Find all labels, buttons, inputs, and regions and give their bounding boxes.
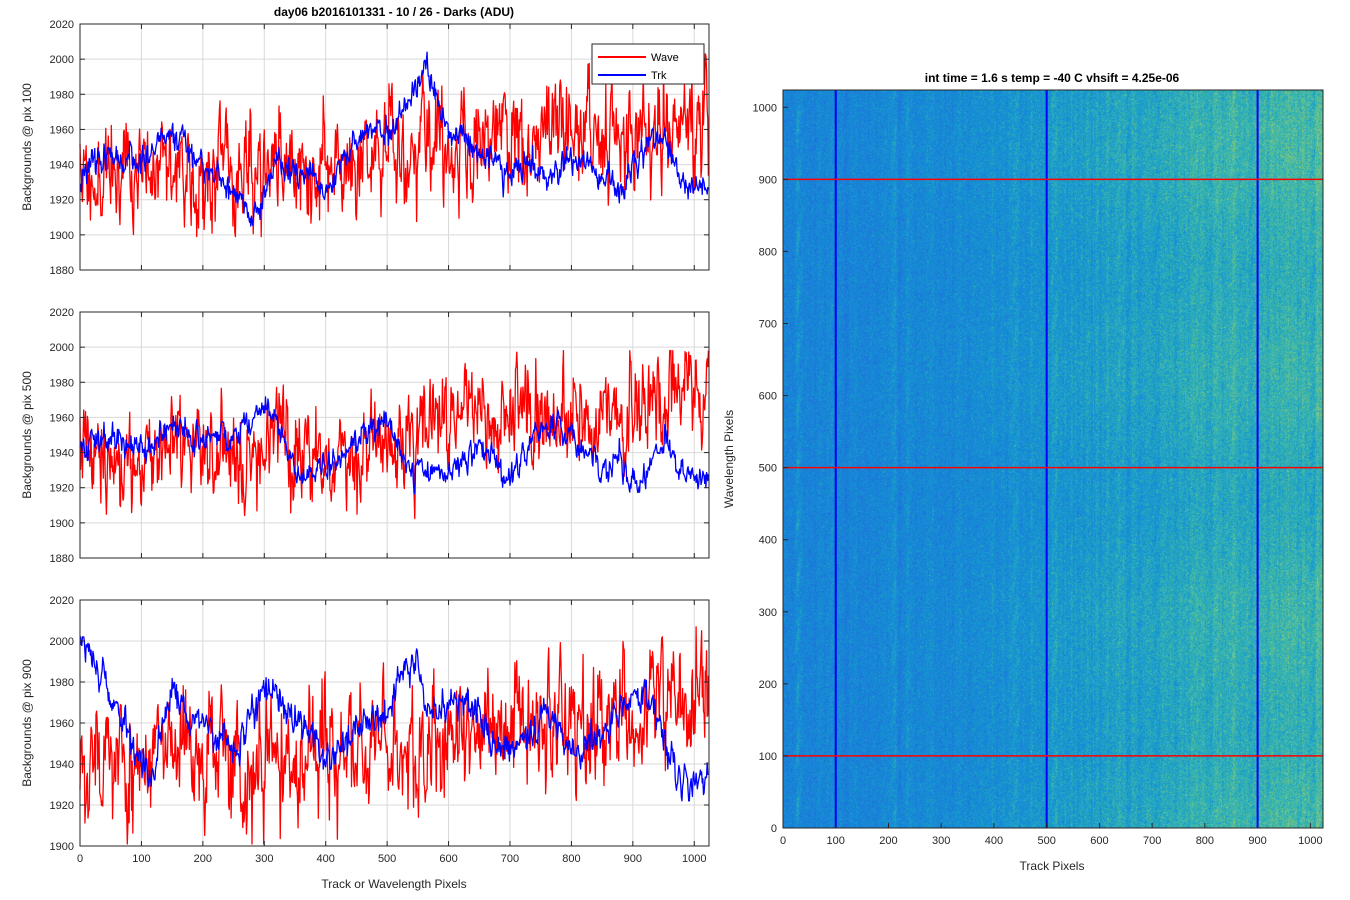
heatmap-y-tick-label: 900 bbox=[759, 174, 777, 186]
heatmap-axes-box bbox=[782, 89, 1324, 829]
heatmap-x-tick-label: 600 bbox=[1090, 835, 1108, 847]
panel-pix-500: 1880 1900 1920 1940 1960 1980 2000 2020 Backgrou… bbox=[20, 307, 710, 565]
heatmap-x-tick-label: 300 bbox=[932, 835, 950, 847]
x-tick-label: 300 bbox=[255, 853, 273, 865]
heatmap-y-tick-label: 300 bbox=[759, 607, 777, 619]
heatmap-y-tick-label: 500 bbox=[759, 463, 777, 475]
x-tick-label: 1000 bbox=[682, 853, 706, 865]
x-tick-label: 900 bbox=[624, 853, 642, 865]
heatmap-xlabel: Track Pixels bbox=[1020, 859, 1085, 873]
x-tick-label: 400 bbox=[317, 853, 335, 865]
y-tick-label: 1920 bbox=[50, 800, 74, 812]
legend-label-trk: Trk bbox=[651, 70, 667, 82]
x-tick-label: 700 bbox=[501, 853, 519, 865]
heatmap-x-tick-label: 400 bbox=[985, 835, 1003, 847]
bottom-xlabel: Track or Wavelength Pixels bbox=[321, 877, 466, 891]
heatmap-x-tick-label: 500 bbox=[1037, 835, 1055, 847]
y-tick-label: 1940 bbox=[50, 759, 74, 771]
y-tick-label: 1900 bbox=[50, 230, 74, 242]
legend-label-wave: Wave bbox=[651, 52, 679, 64]
series-line-trk bbox=[79, 51, 710, 227]
y-tick-label: 1900 bbox=[50, 518, 74, 530]
panel-pix-900: 0 100 200 300 400 500 600 700 800 900 1000 1900 1920… bbox=[20, 595, 710, 865]
y-tick-label: 1980 bbox=[50, 377, 74, 389]
x-tick-label: 600 bbox=[439, 853, 457, 865]
y-tick-label: 1980 bbox=[50, 677, 74, 689]
y-axis-label: Backgrounds @ pix 900 bbox=[20, 659, 34, 787]
legend-box bbox=[591, 43, 705, 85]
y-tick-label: 2000 bbox=[50, 342, 74, 354]
heatmap-x-tick-label: 900 bbox=[1248, 835, 1266, 847]
y-tick-label: 2020 bbox=[50, 595, 74, 607]
heatmap-ylabel: Wavelength Pixels bbox=[722, 410, 736, 508]
legend: Wave Trk bbox=[591, 43, 705, 85]
figure-title: day06 b2016101331 - 10 / 26 - Darks (ADU… bbox=[274, 5, 514, 19]
y-tick-label: 1940 bbox=[50, 448, 74, 460]
y-tick-label: 1980 bbox=[50, 89, 74, 101]
heatmap-x-tick-label: 200 bbox=[879, 835, 897, 847]
axes-box bbox=[79, 311, 710, 559]
heatmap-panel: int time = 1.6 s temp = -40 C vhsift = 4… bbox=[722, 71, 1324, 873]
y-tick-label: 1920 bbox=[50, 483, 74, 495]
heatmap-y-tick-label: 100 bbox=[759, 751, 777, 763]
x-tick-label: 0 bbox=[77, 853, 83, 865]
y-tick-label: 2020 bbox=[50, 307, 74, 319]
heatmap-x-tick-label: 0 bbox=[780, 835, 786, 847]
heatmap-x-tick-label: 700 bbox=[1143, 835, 1161, 847]
heatmap-image bbox=[783, 90, 1323, 828]
y-tick-label: 1880 bbox=[50, 265, 74, 277]
heatmap-y-tick-label: 1000 bbox=[753, 102, 777, 114]
y-tick-label: 1940 bbox=[50, 160, 74, 172]
y-axis-label: Backgrounds @ pix 500 bbox=[20, 371, 34, 499]
y-tick-label: 2000 bbox=[50, 54, 74, 66]
y-tick-label: 1880 bbox=[50, 553, 74, 565]
heatmap-y-tick-label: 400 bbox=[759, 535, 777, 547]
x-tick-label: 500 bbox=[378, 853, 396, 865]
y-tick-label: 1920 bbox=[50, 195, 74, 207]
heatmap-y-tick-label: 800 bbox=[759, 246, 777, 258]
x-tick-label: 200 bbox=[194, 853, 212, 865]
heatmap-y-tick-label: 700 bbox=[759, 319, 777, 331]
y-axis-label: Backgrounds @ pix 100 bbox=[20, 83, 34, 211]
heatmap-title: int time = 1.6 s temp = -40 C vhsift = 4… bbox=[925, 71, 1180, 85]
series-line-wave bbox=[79, 626, 710, 845]
heatmap-x-tick-label: 1000 bbox=[1298, 835, 1322, 847]
series-line-trk bbox=[79, 636, 709, 802]
axes-box bbox=[79, 23, 710, 271]
y-tick-label: 1960 bbox=[50, 412, 74, 424]
y-tick-label: 1900 bbox=[50, 841, 74, 853]
series-line-wave bbox=[79, 53, 710, 238]
series-line-wave bbox=[79, 350, 710, 520]
x-tick-label: 100 bbox=[132, 853, 150, 865]
y-tick-label: 1960 bbox=[50, 124, 74, 136]
heatmap-y-tick-label: 0 bbox=[771, 823, 777, 835]
heatmap-y-tick-label: 200 bbox=[759, 679, 777, 691]
heatmap-x-tick-label: 100 bbox=[827, 835, 845, 847]
heatmap-x-tick-label: 800 bbox=[1196, 835, 1214, 847]
y-tick-label: 1960 bbox=[50, 718, 74, 730]
x-tick-label: 800 bbox=[562, 853, 580, 865]
series-line-trk bbox=[79, 396, 710, 495]
y-tick-label: 2020 bbox=[50, 19, 74, 31]
y-tick-label: 2000 bbox=[50, 636, 74, 648]
heatmap-y-tick-label: 600 bbox=[759, 391, 777, 403]
